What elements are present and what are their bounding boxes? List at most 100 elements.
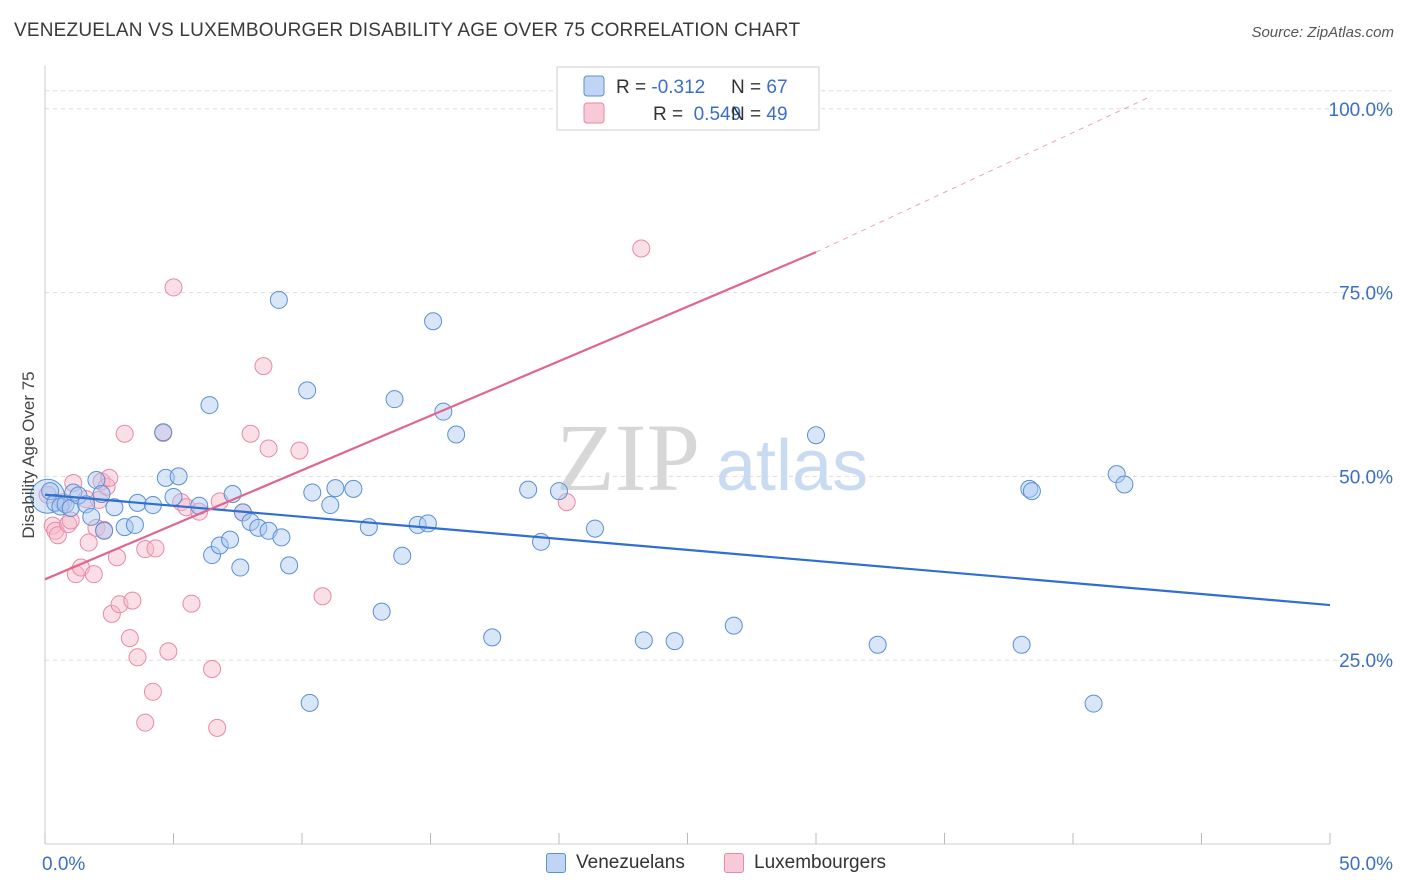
data-point-venezuelans (326, 479, 345, 498)
legend-r-label-blue: R = (616, 77, 651, 98)
data-point-luxembourgers (120, 629, 139, 648)
data-point-venezuelans (372, 602, 391, 621)
data-point-luxembourgers (136, 713, 155, 732)
watermark-zip: ZIP (556, 404, 700, 511)
legend-r-value-blue: -0.312 (651, 77, 705, 98)
data-point-venezuelans (1012, 635, 1031, 654)
data-point-venezuelans (385, 390, 404, 409)
x-tick-label-max: 50.0% (1339, 854, 1393, 875)
trend-line-luxembourgers (44, 251, 817, 581)
data-point-luxembourgers (203, 660, 222, 679)
data-point-venezuelans (169, 467, 188, 486)
data-point-luxembourgers (146, 539, 165, 558)
data-point-venezuelans (868, 635, 887, 654)
data-point-venezuelans (1022, 482, 1041, 501)
legend-top-swatch-pink (583, 102, 605, 124)
data-point-luxembourgers (123, 591, 142, 610)
data-point-luxembourgers (182, 594, 201, 613)
data-point-luxembourgers (115, 424, 134, 443)
data-point-luxembourgers (259, 439, 278, 458)
legend-item-venezuelans: Venezuelans (546, 852, 685, 874)
data-point-venezuelans (95, 521, 114, 540)
data-point-venezuelans (203, 546, 222, 565)
data-point-venezuelans (424, 312, 443, 331)
data-point-luxembourgers (84, 565, 103, 584)
svg-text:R = -0.312: R = -0.312 (616, 77, 705, 98)
data-point-venezuelans (125, 515, 144, 534)
data-point-luxembourgers (290, 441, 309, 460)
x-tick-label-min: 0.0% (42, 854, 85, 875)
legend-top: R = -0.312 N = 67 R = 0.549 N = 49 (556, 66, 820, 131)
trend-line-venezuelans (44, 493, 1331, 607)
legend-r-value-pink: 0.549 (688, 104, 741, 125)
trend-lines (44, 96, 1331, 607)
data-point-luxembourgers (313, 587, 332, 606)
data-point-venezuelans (344, 479, 363, 498)
data-point-venezuelans (82, 507, 101, 526)
data-point-luxembourgers (632, 239, 651, 258)
chart-title: VENEZUELAN VS LUXEMBOURGER DISABILITY AG… (14, 20, 801, 41)
data-point-venezuelans (303, 483, 322, 502)
data-point-luxembourgers (48, 526, 67, 545)
data-point-venezuelans (156, 468, 175, 487)
data-point-luxembourgers (43, 516, 62, 535)
legend-top-swatch-blue (583, 75, 605, 97)
data-point-venezuelans (393, 546, 412, 565)
data-point-venezuelans (1107, 465, 1126, 484)
data-point-luxembourgers (61, 511, 80, 530)
legend-item-luxembourgers: Luxembourgers (724, 852, 886, 874)
legend-n-value-pink: 49 (766, 104, 787, 125)
data-point-venezuelans (87, 471, 106, 490)
data-point-venezuelans (1084, 694, 1103, 713)
data-point-venezuelans (269, 290, 288, 309)
legend-n-value-blue: 67 (766, 77, 787, 98)
data-point-venezuelans (724, 616, 743, 635)
data-point-venezuelans (231, 558, 250, 577)
data-point-venezuelans (210, 536, 229, 555)
y-tick-label: 75.0% (1339, 284, 1393, 305)
data-point-luxembourgers (254, 357, 273, 376)
data-point-venezuelans (249, 518, 268, 537)
data-point-venezuelans (300, 693, 319, 712)
data-point-venezuelans (483, 628, 502, 647)
y-tick-labels: 25.0% 50.0% 75.0% 100.0% (1329, 100, 1394, 672)
data-point-luxembourgers (164, 278, 183, 297)
data-point-venezuelans (807, 426, 825, 445)
trend-line-extension-luxembourgers (815, 96, 1151, 253)
svg-text:R = 0.549: R = 0.549 (616, 104, 768, 125)
y-tick-label: 100.0% (1329, 100, 1394, 121)
data-point-venezuelans (1115, 475, 1134, 494)
legend-swatch-venezuelans (546, 853, 566, 873)
data-point-luxembourgers (143, 682, 162, 701)
data-point-venezuelans (321, 496, 340, 515)
data-point-venezuelans (105, 498, 124, 517)
data-point-venezuelans (585, 519, 604, 538)
data-point-luxembourgers (159, 642, 178, 661)
data-point-venezuelans (164, 487, 183, 506)
data-point-venezuelans (550, 482, 568, 501)
legend-label-venezuelans: Venezuelans (576, 852, 685, 873)
source-label: Source: ZipAtlas.com (1251, 24, 1394, 41)
data-point-venezuelans (665, 632, 684, 651)
legend-n-label-blue: N = (731, 77, 766, 98)
data-point-venezuelans (200, 396, 219, 415)
data-point-luxembourgers (208, 718, 227, 737)
data-point-venezuelans (154, 423, 173, 442)
data-point-venezuelans (418, 514, 437, 533)
legend-r-label-pink: R = (653, 104, 688, 125)
data-point-venezuelans (1020, 479, 1039, 498)
data-point-venezuelans (519, 480, 538, 499)
axes (44, 66, 1331, 845)
grid-lines (45, 90, 1392, 661)
data-point-luxembourgers (136, 540, 155, 559)
legend-label-luxembourgers: Luxembourgers (754, 852, 887, 873)
y-tick-label: 25.0% (1339, 651, 1393, 672)
legend-bottom: Venezuelans Luxembourgers (0, 852, 1406, 880)
x-tick-labels: 0.0% 50.0% (42, 854, 1393, 875)
legend-swatch-luxembourgers (724, 853, 744, 873)
data-point-venezuelans (221, 530, 240, 549)
svg-text:N = 49: N = 49 (731, 104, 788, 125)
data-point-luxembourgers (241, 424, 260, 443)
data-point-venezuelans (272, 528, 291, 547)
